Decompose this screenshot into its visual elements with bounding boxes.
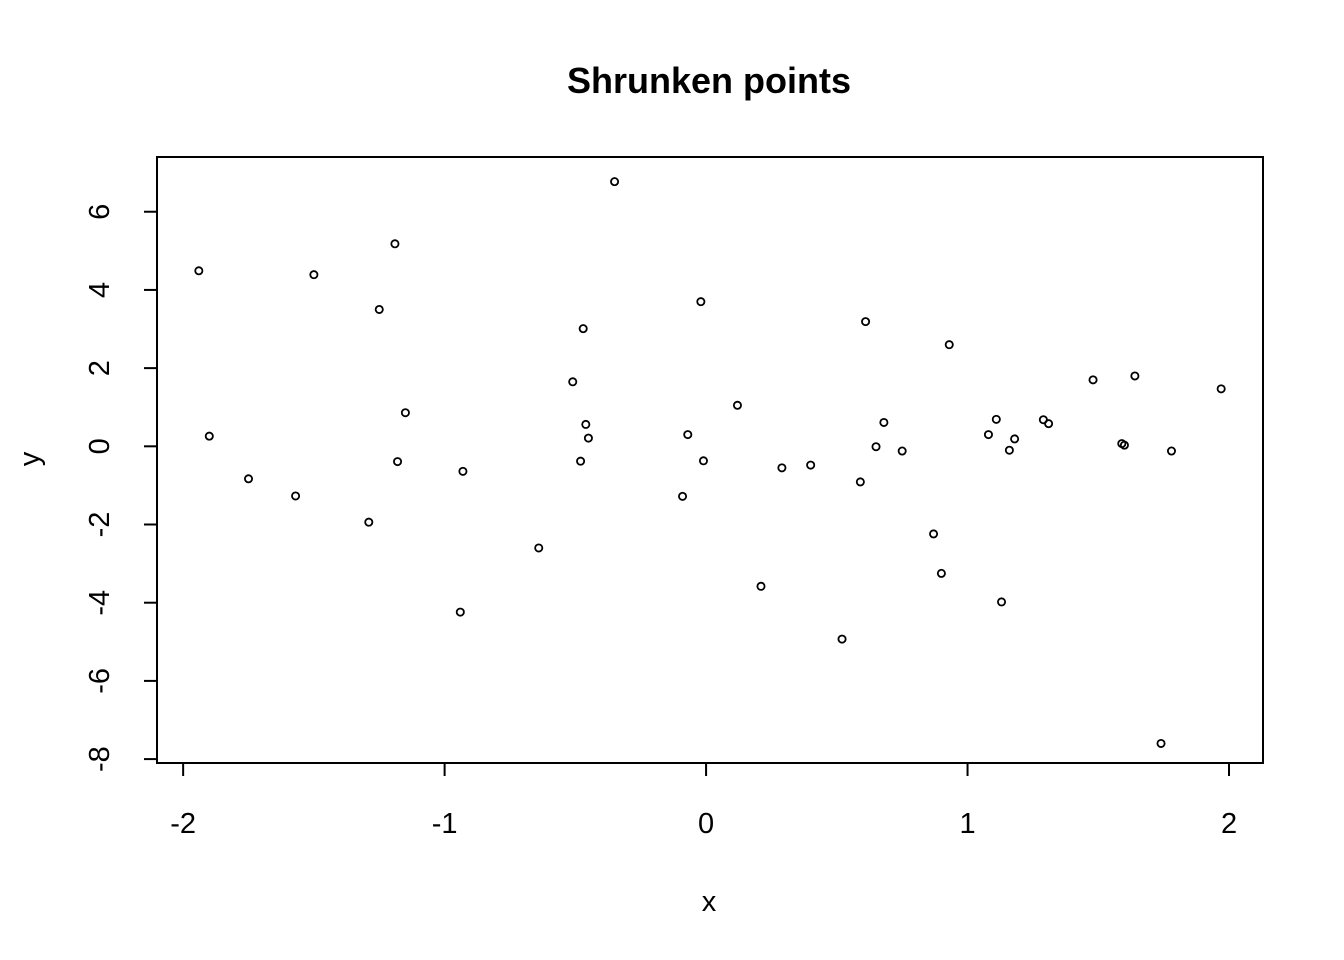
data-point bbox=[309, 270, 319, 280]
data-point bbox=[534, 543, 544, 553]
data-point bbox=[1004, 445, 1014, 455]
data-point bbox=[897, 446, 907, 456]
x-tick-label: -1 bbox=[432, 808, 458, 840]
data-point bbox=[944, 340, 954, 350]
data-point bbox=[678, 491, 688, 501]
data-point bbox=[1166, 446, 1176, 456]
data-point bbox=[364, 517, 374, 527]
data-point bbox=[393, 457, 403, 467]
data-point bbox=[390, 239, 400, 249]
data-point bbox=[204, 431, 214, 441]
data-point bbox=[610, 177, 620, 187]
data-point bbox=[583, 433, 593, 443]
data-point bbox=[455, 607, 465, 617]
data-point bbox=[1044, 419, 1054, 429]
data-point bbox=[997, 597, 1007, 607]
data-point bbox=[806, 460, 816, 470]
data-point bbox=[756, 581, 766, 591]
y-axis: -8 -6 -4 -2 0 2 4 6 bbox=[84, 204, 158, 772]
data-point bbox=[400, 408, 410, 418]
data-point bbox=[1010, 434, 1020, 444]
data-point bbox=[581, 419, 591, 429]
data-point bbox=[458, 466, 468, 476]
y-tick-label: 0 bbox=[84, 438, 116, 454]
plot-frame bbox=[156, 156, 1264, 764]
data-point bbox=[568, 377, 578, 387]
data-point bbox=[936, 568, 946, 578]
data-point bbox=[244, 474, 254, 484]
x-axis: -2 -1 0 1 2 bbox=[170, 762, 1237, 840]
data-point bbox=[374, 304, 384, 314]
y-tick-label: -8 bbox=[84, 746, 116, 772]
x-tick-label: 0 bbox=[698, 808, 714, 840]
data-point bbox=[929, 529, 939, 539]
y-tick-label: 2 bbox=[84, 360, 116, 376]
data-point bbox=[991, 414, 1001, 424]
data-point bbox=[1156, 738, 1166, 748]
data-point bbox=[837, 634, 847, 644]
data-point bbox=[983, 430, 993, 440]
data-point bbox=[1119, 440, 1129, 450]
y-tick-label: 4 bbox=[84, 282, 116, 298]
data-point bbox=[777, 463, 787, 473]
data-point bbox=[1130, 371, 1140, 381]
data-point bbox=[576, 456, 586, 466]
y-tick-label: -4 bbox=[84, 590, 116, 616]
chart-title: Shrunken points bbox=[567, 60, 851, 101]
data-point bbox=[1088, 375, 1098, 385]
x-axis-label: x bbox=[702, 886, 717, 918]
y-tick-label: -2 bbox=[84, 512, 116, 538]
data-points bbox=[194, 177, 1226, 748]
x-tick-label: 1 bbox=[959, 808, 975, 840]
data-point bbox=[861, 317, 871, 327]
data-point bbox=[871, 442, 881, 452]
x-tick-label: 2 bbox=[1221, 808, 1237, 840]
y-axis-label: y bbox=[14, 451, 46, 466]
y-tick-label: 6 bbox=[84, 204, 116, 220]
data-point bbox=[194, 266, 204, 276]
data-point bbox=[683, 430, 693, 440]
y-tick-label: -6 bbox=[84, 668, 116, 694]
data-point bbox=[291, 491, 301, 501]
data-point bbox=[855, 477, 865, 487]
data-point bbox=[698, 456, 708, 466]
data-point bbox=[578, 324, 588, 334]
x-tick-label: -2 bbox=[170, 808, 196, 840]
data-point bbox=[879, 417, 889, 427]
data-point bbox=[1216, 384, 1226, 394]
data-point bbox=[732, 400, 742, 410]
data-point bbox=[696, 297, 706, 307]
